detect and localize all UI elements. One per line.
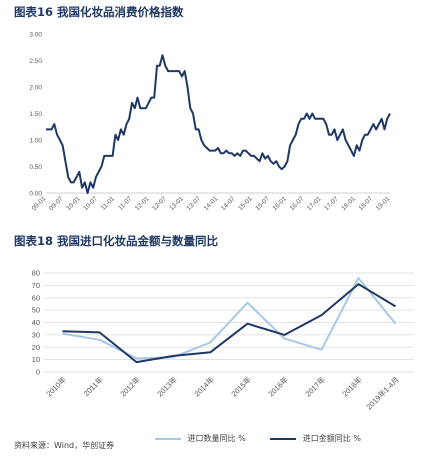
legend-label-amount: 进口金额同比 %	[302, 434, 361, 443]
y-tick-label: 0	[36, 368, 40, 377]
x-tick-label: 10-01	[65, 195, 82, 212]
x-tick-label: 14-07	[220, 195, 237, 212]
y-tick-label: 70	[32, 281, 40, 290]
chart-legend: 进口数量同比 % 进口金额同比 %	[155, 433, 383, 444]
x-tick-label: 17-07	[323, 195, 340, 212]
x-tick-label: 09-07	[48, 195, 65, 212]
series-line-cpi	[46, 54, 391, 194]
x-tick-label: 2016年	[266, 374, 291, 399]
y-tick-label: 80	[32, 269, 40, 278]
x-tick-label: 12-07	[151, 195, 168, 212]
x-tick-label: 09-01	[31, 195, 48, 212]
legend-item-quantity: 进口数量同比 %	[155, 433, 246, 444]
y-tick-label: 0.00	[29, 191, 42, 198]
x-tick-label: 13-07	[186, 195, 203, 212]
y-tick-label: 60	[32, 293, 40, 302]
x-tick-label: 2017年	[303, 374, 328, 399]
x-tick-label: 11-01	[100, 195, 117, 212]
x-tick-label: 2011年	[81, 374, 105, 398]
legend-swatch-amount	[270, 437, 297, 440]
x-tick-label: 16-01	[272, 195, 289, 212]
x-tick-label: 2014年	[192, 374, 217, 399]
y-tick-label: 3.00	[29, 32, 42, 39]
series-line-amount	[62, 283, 397, 364]
legend-item-amount: 进口金额同比 %	[270, 433, 361, 444]
x-tick-label: 12-01	[134, 195, 151, 212]
x-tick-label: 2013年	[155, 374, 180, 399]
import-yoy-line-chart: 0 10 20 30 40 50 60 70 80 2010年 2011年 2012年 2013年 201…	[32, 269, 414, 411]
legend-label-quantity: 进口数量同比 %	[187, 434, 246, 443]
x-tick-label: 19-01	[375, 195, 392, 212]
x-tick-label: 18-07	[358, 195, 375, 212]
x-tick-label: 18-01	[340, 195, 357, 212]
x-tick-label: 10-07	[82, 195, 99, 212]
x-tick-label: 15-01	[237, 195, 254, 212]
y-tick-label: 40	[32, 318, 40, 327]
x-tick-label: 17-01	[306, 195, 323, 212]
y-tick-label: 1.00	[29, 138, 42, 145]
y-tick-label: 1.50	[29, 111, 42, 118]
figure18-title: 图表18 我国进口化妆品金额与数量同比	[14, 234, 219, 248]
y-tick-label: 2.50	[29, 58, 42, 65]
x-tick-label: 13-01	[168, 195, 185, 212]
x-tick-label: 2018年	[340, 374, 365, 399]
x-tick-label: 11-07	[117, 195, 134, 212]
y-tick-label: 20	[32, 343, 40, 352]
x-tick-label: 2010年	[44, 374, 69, 399]
legend-swatch-quantity	[155, 437, 181, 440]
y-tick-label: 2.00	[29, 85, 42, 92]
x-tick-label: 2012年	[118, 374, 143, 399]
figure16-title: 图表16 我国化妆品消费价格指数	[14, 5, 184, 19]
x-tick-label: 14-01	[203, 195, 220, 212]
source-note: 资料来源：Wind，华创证券	[14, 441, 115, 450]
y-tick-label: 10	[32, 355, 40, 364]
x-tick-label: 15-07	[254, 195, 271, 212]
y-tick-label: 0.50	[29, 164, 42, 171]
x-tick-label: 2015年	[229, 374, 254, 399]
x-tick-label: 2019年1-4月	[364, 374, 401, 411]
y-tick-label: 50	[32, 306, 40, 315]
y-tick-label: 30	[32, 330, 40, 339]
series-line-quantity	[62, 277, 397, 360]
x-tick-label: 16-07	[289, 195, 306, 212]
